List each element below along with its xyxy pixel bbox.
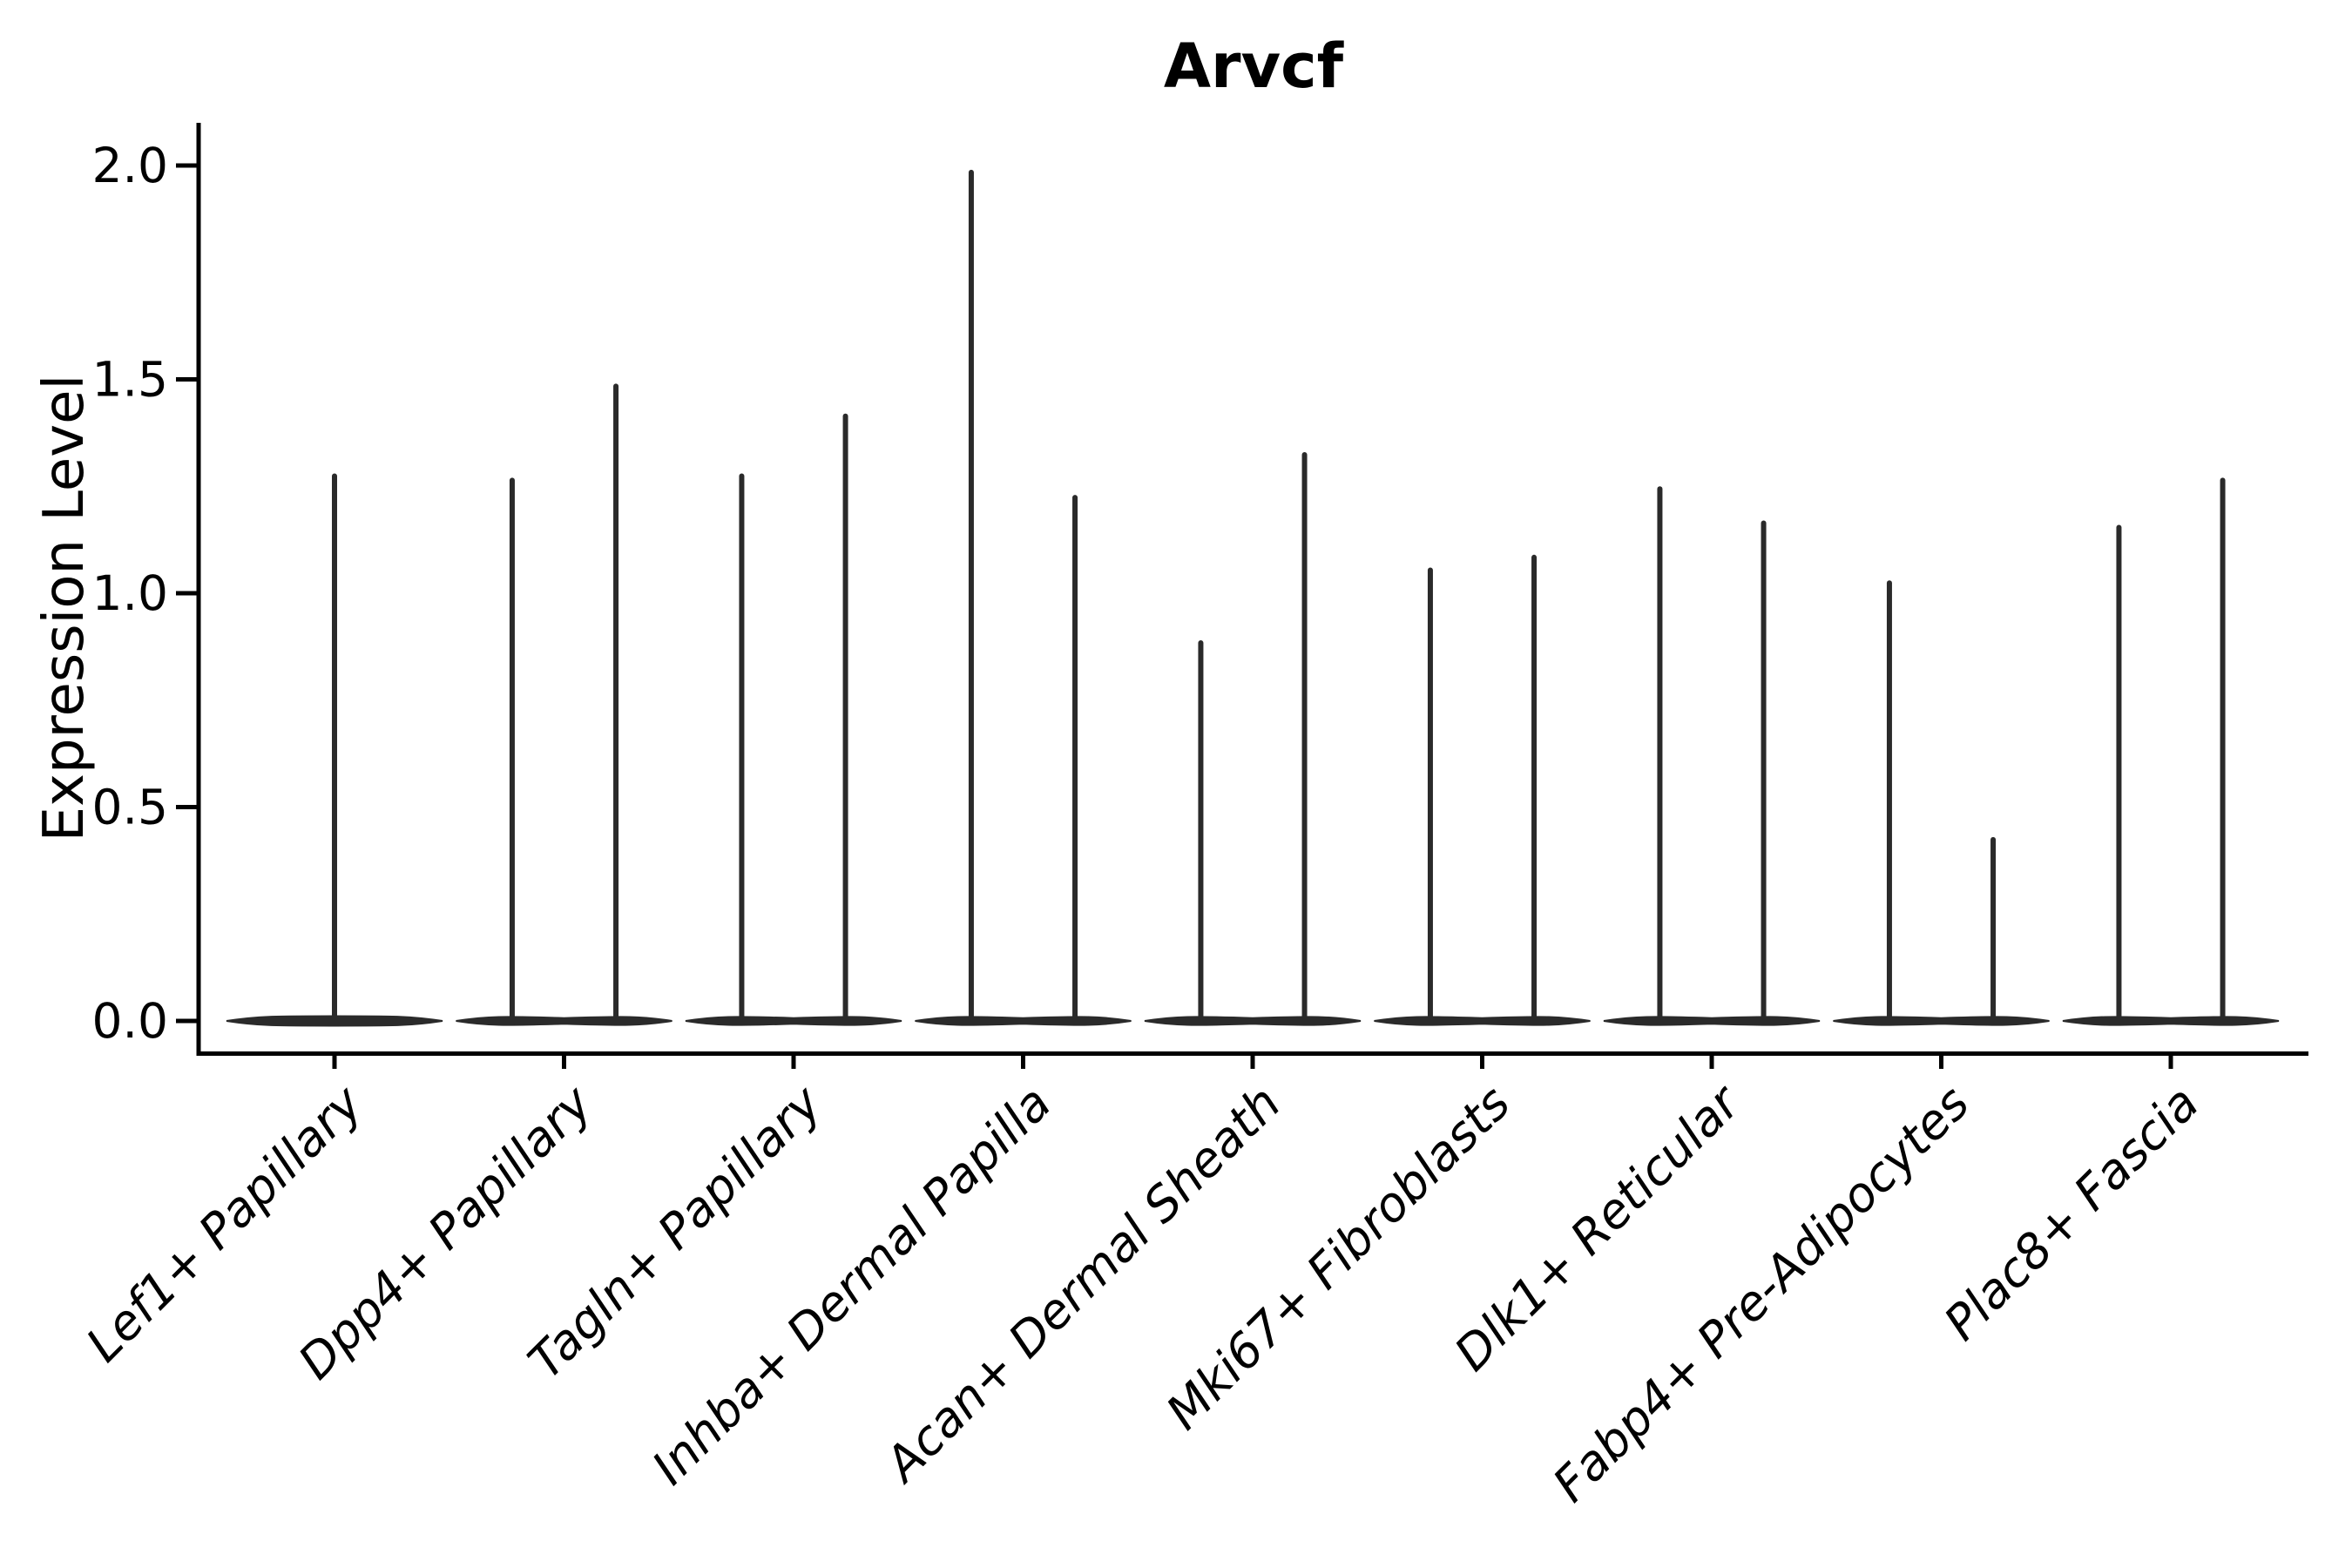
violin-base xyxy=(1603,1016,1821,1026)
y-tick-label: 2.0 xyxy=(92,138,168,193)
y-tick-label: 1.5 xyxy=(92,352,168,408)
y-tick-label: 1.0 xyxy=(92,565,168,621)
y-axis: 0.0 0.5 1.0 1.5 2.0 xyxy=(92,123,201,1056)
plot-title: Arvcf xyxy=(1164,30,1345,102)
violin-base xyxy=(2062,1016,2280,1026)
x-tick-label: Fabp4+ Pre-Adipocytes xyxy=(1542,1075,1979,1512)
violin-base xyxy=(1833,1016,2050,1026)
y-tick-label: 0.0 xyxy=(92,993,168,1049)
x-tick-label: Inhba+ Dermal Papilla xyxy=(641,1075,1061,1495)
y-axis-label: Expression Level xyxy=(32,375,97,842)
violin-base xyxy=(456,1016,672,1026)
violin-base xyxy=(1144,1016,1362,1026)
x-tick-label: Acan+ Dermal Sheath xyxy=(873,1075,1292,1494)
violin-series xyxy=(226,169,2280,1027)
violin-base xyxy=(685,1016,902,1026)
violin-base xyxy=(1374,1016,1591,1026)
violin-base xyxy=(915,1016,1132,1026)
y-tick-label: 0.5 xyxy=(92,780,168,835)
